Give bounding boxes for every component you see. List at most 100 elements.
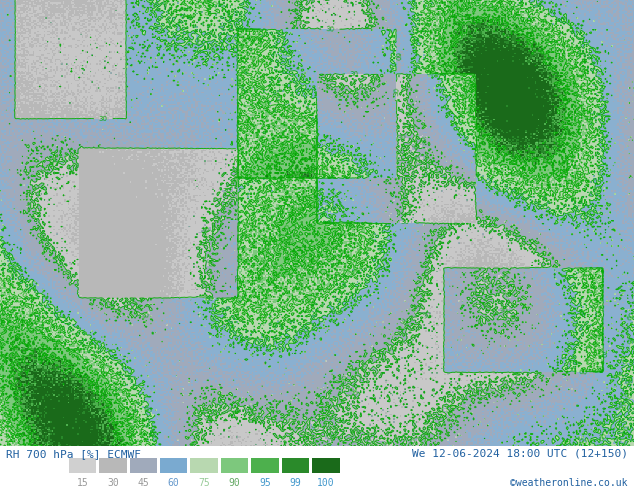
Text: 60: 60 [235,253,241,263]
Text: 30: 30 [202,415,212,425]
Text: 70: 70 [473,142,479,151]
Text: 60: 60 [426,71,436,77]
Text: 100: 100 [317,478,335,489]
Text: 60: 60 [623,392,633,401]
Text: 30: 30 [398,318,409,327]
Text: 60: 60 [622,424,630,435]
Bar [68,458,96,473]
Text: 30: 30 [508,313,515,323]
Text: 70: 70 [211,0,219,10]
Text: 90: 90 [229,478,240,489]
Text: 80: 80 [0,394,6,405]
Text: 70: 70 [235,273,241,282]
Text: 90: 90 [462,26,469,36]
Text: 60: 60 [612,436,622,443]
Text: 30: 30 [204,257,213,268]
Text: 60: 60 [393,52,399,61]
Text: 30: 30 [99,115,108,122]
Text: 30: 30 [234,153,240,163]
Text: 80: 80 [271,150,278,160]
Text: 90: 90 [293,166,304,177]
Text: 60: 60 [598,432,609,443]
Text: 70: 70 [17,289,28,299]
Text: 90: 90 [10,346,19,354]
Text: 30: 30 [366,437,375,447]
Text: 80: 80 [122,411,131,421]
Text: 30: 30 [419,135,427,145]
Bar [190,458,218,473]
Bar [281,458,309,473]
Text: 80: 80 [280,255,287,265]
Text: 70: 70 [201,6,209,17]
Text: 60: 60 [624,378,634,386]
Text: 60: 60 [626,311,634,321]
Text: 30: 30 [309,422,320,433]
Bar [129,458,157,473]
Text: 30: 30 [502,289,510,299]
Text: 30: 30 [498,307,508,314]
Text: 30: 30 [243,404,253,415]
Text: 30: 30 [326,25,335,32]
Bar [221,458,249,473]
Text: 80: 80 [288,203,299,212]
Text: 60: 60 [618,402,628,412]
Text: 30: 30 [200,226,210,234]
Text: 30: 30 [349,387,357,397]
Text: 80: 80 [305,259,316,269]
Text: 70: 70 [247,60,257,71]
Text: 70: 70 [536,19,547,27]
Text: RH 700 hPa [%] ECMWF: RH 700 hPa [%] ECMWF [6,449,141,459]
Text: 30: 30 [107,478,119,489]
Bar [312,458,340,473]
Text: 30: 30 [498,271,509,282]
Text: 30: 30 [408,436,418,447]
Text: 60: 60 [205,295,215,303]
Text: 95: 95 [259,478,271,489]
Text: We 12-06-2024 18:00 UTC (12+150): We 12-06-2024 18:00 UTC (12+150) [411,449,628,459]
Bar [160,458,188,473]
Text: 70: 70 [239,217,250,227]
Text: 70: 70 [577,272,588,282]
Text: 70: 70 [2,432,11,443]
Text: 60: 60 [281,50,291,58]
Text: 60: 60 [578,369,588,375]
Text: 70: 70 [599,303,605,312]
Text: 90: 90 [473,104,479,114]
Text: 80: 80 [284,238,294,245]
Text: 90: 90 [23,344,33,351]
Text: 30: 30 [422,310,432,319]
Text: 30: 30 [341,374,348,384]
Text: 30: 30 [325,433,336,443]
Text: 60: 60 [191,36,202,47]
Text: 60: 60 [142,406,153,415]
Text: 70: 70 [600,349,605,358]
Text: 60: 60 [626,337,634,346]
Text: 70: 70 [236,293,244,303]
Text: 30: 30 [223,187,232,194]
Text: 80: 80 [285,175,294,182]
Text: 60: 60 [618,355,628,367]
Text: 80: 80 [256,273,266,284]
Text: 30: 30 [408,141,419,151]
Text: 30: 30 [412,154,423,165]
Text: 30: 30 [380,439,389,449]
Text: 60: 60 [577,437,587,446]
Text: 60: 60 [168,478,179,489]
Text: 30: 30 [140,312,150,320]
Text: 30: 30 [350,71,359,77]
Text: 30: 30 [443,408,453,418]
Text: 70: 70 [235,57,241,66]
Text: 45: 45 [138,478,149,489]
Text: 15: 15 [77,478,88,489]
Text: 99: 99 [290,478,301,489]
Text: 90: 90 [34,355,41,364]
Text: 70: 70 [578,163,589,173]
Text: 30: 30 [401,219,410,225]
Bar [99,458,127,473]
Text: 75: 75 [198,478,210,489]
Text: 80: 80 [283,223,292,234]
Text: 80: 80 [473,122,479,131]
Text: ©weatheronline.co.uk: ©weatheronline.co.uk [510,478,628,489]
Text: 80: 80 [258,258,268,267]
Text: 60: 60 [322,203,333,214]
